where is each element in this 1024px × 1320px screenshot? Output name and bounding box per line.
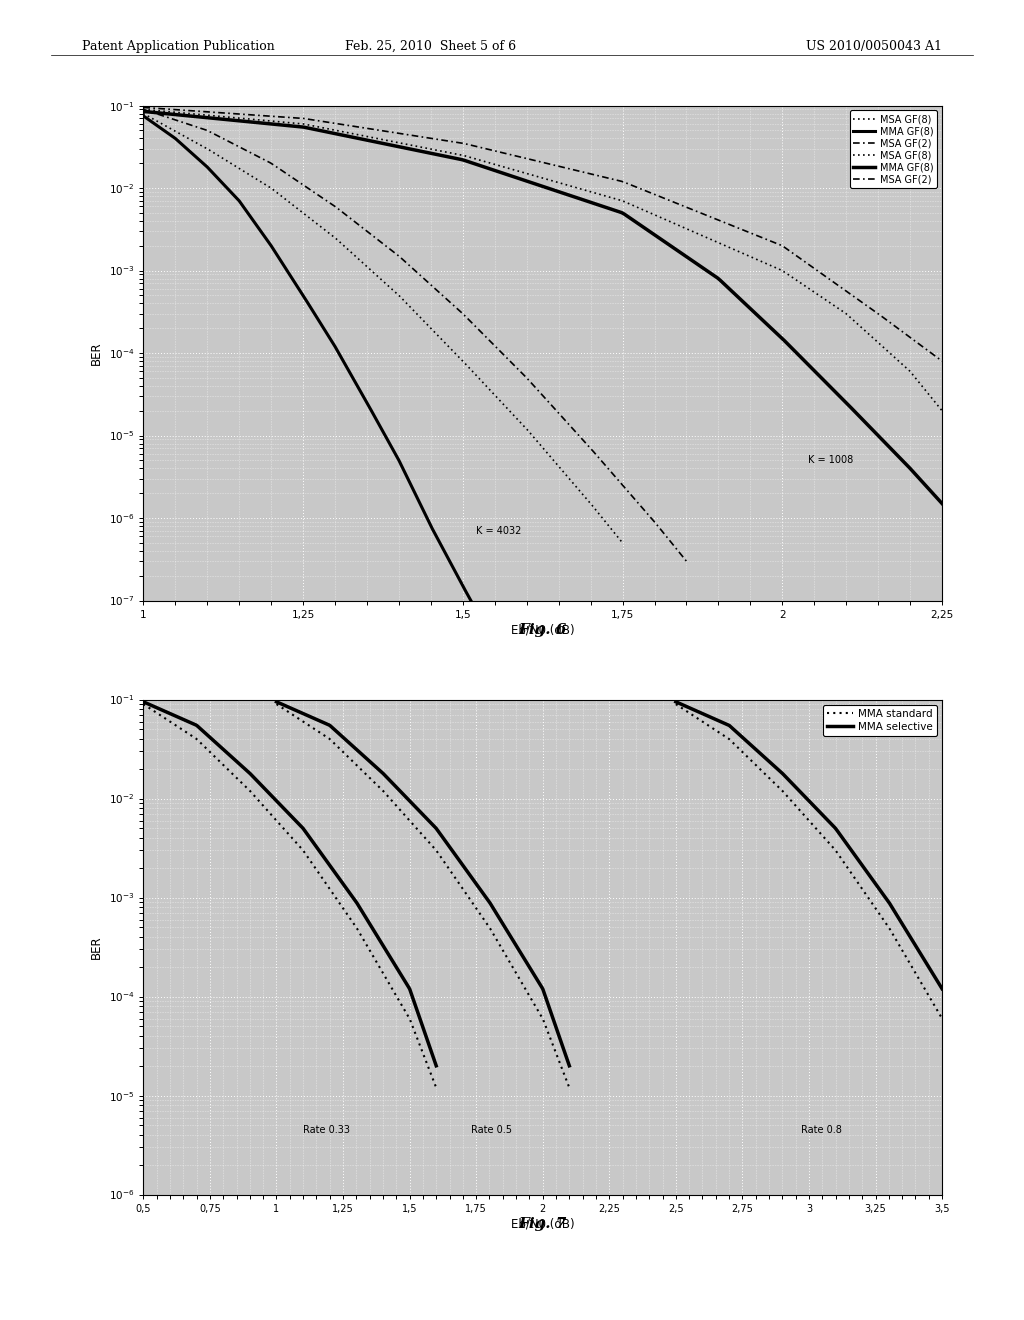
- X-axis label: Eb/N0 (dB): Eb/N0 (dB): [511, 624, 574, 636]
- Text: K = 1008: K = 1008: [808, 455, 853, 466]
- Text: Fig. 6: Fig. 6: [518, 623, 567, 638]
- Text: Rate 0.33: Rate 0.33: [303, 1125, 350, 1135]
- Text: Fig. 7: Fig. 7: [518, 1217, 567, 1232]
- Text: Rate 0.8: Rate 0.8: [801, 1125, 842, 1135]
- Text: Feb. 25, 2010  Sheet 5 of 6: Feb. 25, 2010 Sheet 5 of 6: [344, 40, 516, 53]
- Text: US 2010/0050043 A1: US 2010/0050043 A1: [806, 40, 942, 53]
- X-axis label: Eb/N0 (dB): Eb/N0 (dB): [511, 1218, 574, 1230]
- Legend: MSA GF(8), MMA GF(8), MSA GF(2), MSA GF(8), MMA GF(8), MSA GF(2): MSA GF(8), MMA GF(8), MSA GF(2), MSA GF(…: [850, 111, 937, 187]
- Y-axis label: BER: BER: [90, 342, 103, 364]
- Text: Patent Application Publication: Patent Application Publication: [82, 40, 274, 53]
- Legend: MMA standard, MMA selective: MMA standard, MMA selective: [822, 705, 937, 737]
- Text: Rate 0.5: Rate 0.5: [471, 1125, 512, 1135]
- Y-axis label: BER: BER: [90, 936, 103, 958]
- Text: K = 4032: K = 4032: [475, 525, 521, 536]
